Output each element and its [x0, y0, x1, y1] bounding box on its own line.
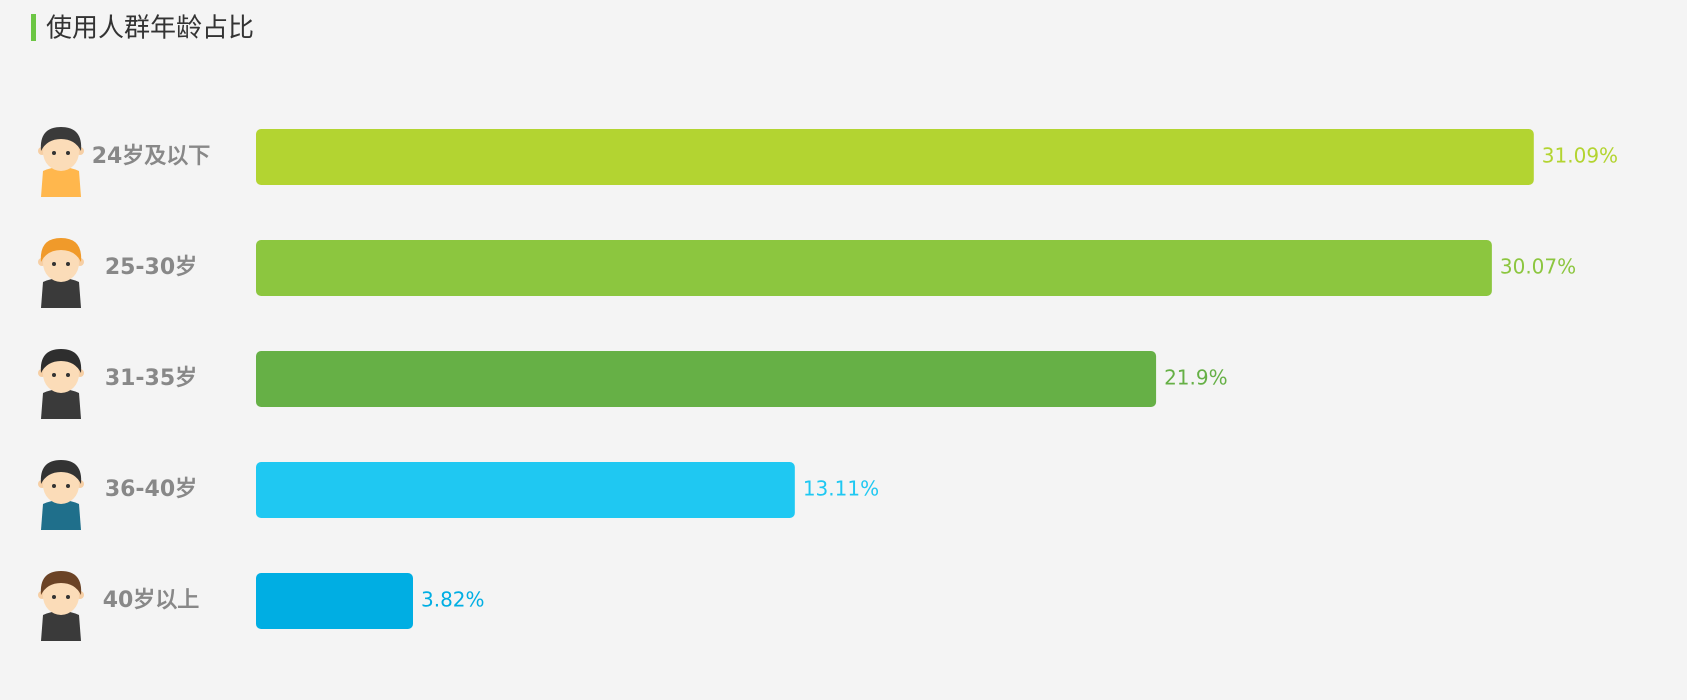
value-label: 13.11% [803, 477, 879, 501]
avatar-hair [40, 127, 82, 151]
bar [256, 462, 795, 518]
avatar-body [41, 389, 81, 419]
avatar-eye [66, 262, 70, 266]
avatar-eye [52, 262, 56, 266]
avatar-eye [52, 484, 56, 488]
value-label: 31.09% [1542, 144, 1618, 168]
avatar-face [43, 466, 79, 504]
avatar-eye [66, 484, 70, 488]
avatar-face [43, 355, 79, 393]
avatar-body [41, 500, 81, 530]
avatar-eye [66, 373, 70, 377]
value-label: 30.07% [1500, 255, 1576, 279]
bar [256, 240, 1492, 296]
avatar-icon [38, 127, 84, 197]
avatar-body [41, 611, 81, 641]
avatar-body [41, 278, 81, 308]
avatar-hair [40, 571, 82, 595]
avatar-face [43, 244, 79, 282]
avatar-eye [66, 151, 70, 155]
avatar-face [43, 133, 79, 171]
avatar-body [41, 167, 81, 197]
avatar-hair [40, 349, 82, 373]
category-label: 25-30岁 [105, 254, 197, 280]
category-label: 40岁以上 [103, 587, 200, 613]
avatar-icon [38, 460, 84, 530]
avatar-eye [52, 151, 56, 155]
chart-title: 使用人群年龄占比 [46, 14, 254, 44]
avatar-eye [66, 595, 70, 599]
avatar-icon [38, 238, 84, 308]
bar [256, 573, 414, 629]
avatar-face [43, 577, 79, 615]
avatar-hair [40, 238, 82, 262]
avatar-icon [38, 571, 84, 641]
category-label: 31-35岁 [105, 365, 197, 391]
category-label: 24岁及以下 [92, 143, 211, 169]
value-label: 21.9% [1164, 366, 1228, 390]
avatar-eye [52, 595, 56, 599]
category-label: 36-40岁 [105, 476, 197, 502]
avatar-icon [38, 349, 84, 419]
value-label: 3.82% [421, 588, 485, 612]
avatar-eye [52, 373, 56, 377]
bar [256, 129, 1534, 185]
title-accent [31, 14, 36, 41]
bar [256, 351, 1157, 407]
avatar-hair [40, 460, 82, 484]
